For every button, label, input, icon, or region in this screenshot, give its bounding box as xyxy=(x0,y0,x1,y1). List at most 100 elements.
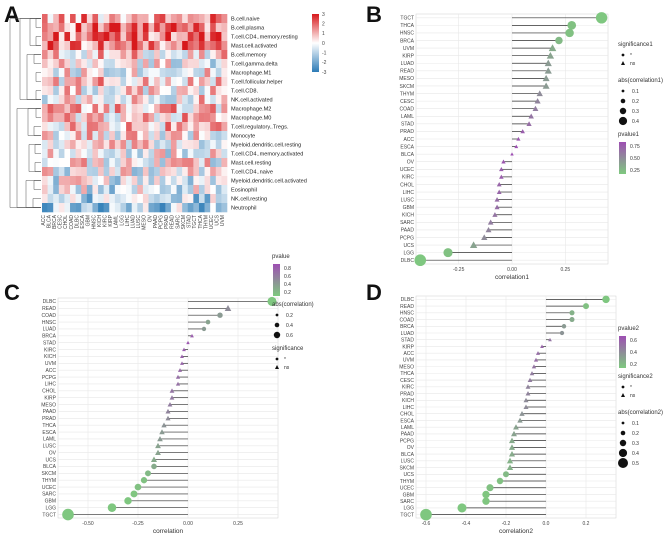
y-tick-label: READ xyxy=(400,69,414,75)
size-legend-key xyxy=(618,116,628,126)
x-tick-label: 0.25 xyxy=(560,267,570,273)
row-dendrogram xyxy=(9,18,41,208)
heatmap-cell xyxy=(126,14,132,24)
heatmap-cell xyxy=(81,203,88,213)
y-tick-label: BRCA xyxy=(400,38,415,44)
heatmap-column-label: BRCA xyxy=(52,214,58,229)
heatmap-cell xyxy=(204,203,211,213)
y-tick-label: THCA xyxy=(400,371,414,377)
heatmap-cell xyxy=(215,86,222,96)
heatmap-cell xyxy=(86,176,93,186)
heatmap-cell xyxy=(86,77,93,87)
heatmap-cell xyxy=(187,185,194,195)
heatmap-cell xyxy=(193,59,200,69)
panel-letter-a: A xyxy=(4,2,20,27)
heatmap-cell xyxy=(92,50,99,60)
heatmap-cell xyxy=(92,86,99,96)
data-point-significant xyxy=(62,508,74,521)
heatmap-cell xyxy=(170,158,177,168)
heatmap-cell xyxy=(58,14,65,24)
data-point-ns xyxy=(169,388,175,393)
heatmap-cell xyxy=(198,50,205,60)
heatmap-cell xyxy=(120,113,127,123)
heatmap-cell xyxy=(182,185,189,195)
size-legend-label: 0.6 xyxy=(286,333,293,339)
heatmap-cell xyxy=(148,194,155,204)
heatmap-cell xyxy=(204,41,211,51)
heatmap-cell xyxy=(221,194,228,204)
y-tick-label: COAD xyxy=(400,317,415,323)
heatmap-cell xyxy=(42,23,48,33)
heatmap-cell xyxy=(131,68,138,78)
heatmap-cell xyxy=(103,23,110,33)
heatmap-panel-a: B.cell.naive B.cell.plasma T.cell.CD4..mem… xyxy=(9,12,327,230)
heatmap-cell xyxy=(182,131,189,141)
heatmap-cell xyxy=(176,113,183,123)
heatmap-cell xyxy=(64,59,71,69)
heatmap-column-label: READ xyxy=(170,215,176,229)
legend-title: abs(correlation1) xyxy=(618,78,663,84)
heatmap-cell xyxy=(210,158,217,168)
heatmap-cell xyxy=(47,176,54,186)
y-tick-label: LIHC xyxy=(45,382,57,388)
heatmap-cell xyxy=(204,50,211,60)
heatmap-cell xyxy=(109,122,116,132)
heatmap-cell xyxy=(131,23,138,33)
heatmap-cell xyxy=(109,50,116,60)
heatmap-cell xyxy=(154,194,161,204)
size-legend-key xyxy=(621,421,625,425)
data-point-ns xyxy=(527,377,533,382)
heatmap-cell xyxy=(42,194,48,204)
heatmap-cell xyxy=(193,50,200,60)
heatmap-cell xyxy=(70,158,76,168)
heatmap-cell xyxy=(221,167,228,177)
heatmap-column-label: LUAD xyxy=(131,215,137,229)
heatmap-cell xyxy=(142,158,149,168)
heatmap-cell xyxy=(53,41,60,51)
heatmap-cell xyxy=(131,140,138,150)
x-tick-label: 0.0 xyxy=(543,521,550,527)
heatmap-cell xyxy=(154,203,161,213)
heatmap-cell xyxy=(103,203,110,213)
y-tick-label: GBM xyxy=(403,205,414,211)
size-legend-label: 0.3 xyxy=(632,441,639,447)
heatmap-cell xyxy=(53,194,60,204)
data-point-ns xyxy=(523,397,529,403)
heatmap-cell xyxy=(198,95,205,105)
data-point-ns xyxy=(492,212,498,217)
y-tick-label: UCS xyxy=(45,457,56,463)
heatmap-cell xyxy=(210,14,217,24)
heatmap-cell xyxy=(47,59,54,69)
heatmap-cell xyxy=(165,32,172,42)
heatmap-cell xyxy=(176,149,183,159)
legend-title: pvalue2 xyxy=(618,326,640,332)
dendrogram-branch xyxy=(33,180,41,190)
x-axis-title: correlation xyxy=(153,528,184,535)
heatmap-cell xyxy=(182,158,189,168)
heatmap-cell xyxy=(42,149,48,159)
heatmap-cell xyxy=(148,158,155,168)
heatmap-column-label: OV xyxy=(147,214,153,222)
heatmap-cell xyxy=(53,59,60,69)
heatmap-column-label: KIRP xyxy=(108,214,114,226)
y-tick-label: STAD xyxy=(401,338,414,344)
heatmap-cell xyxy=(187,104,194,114)
y-tick-label: UVM xyxy=(403,358,414,364)
significance-key-circle xyxy=(621,385,625,389)
y-tick-label: GBM xyxy=(45,499,56,505)
heatmap-cell xyxy=(142,14,149,24)
heatmap-row-label: B.cell.memory xyxy=(231,53,267,59)
heatmap-cell xyxy=(58,104,65,114)
size-legend-label: 0.5 xyxy=(632,461,639,467)
data-point-ns xyxy=(496,182,502,187)
heatmap-cell xyxy=(98,140,104,150)
data-point-significant xyxy=(595,12,608,24)
heatmap-cell xyxy=(159,194,166,204)
y-tick-label: SARC xyxy=(400,499,414,505)
heatmap-cell xyxy=(165,95,172,105)
heatmap-cell xyxy=(137,113,144,123)
heatmap-cell xyxy=(92,23,99,33)
heatmap-cell xyxy=(86,50,93,60)
heatmap-cell xyxy=(142,86,149,96)
heatmap-cell xyxy=(70,176,76,186)
